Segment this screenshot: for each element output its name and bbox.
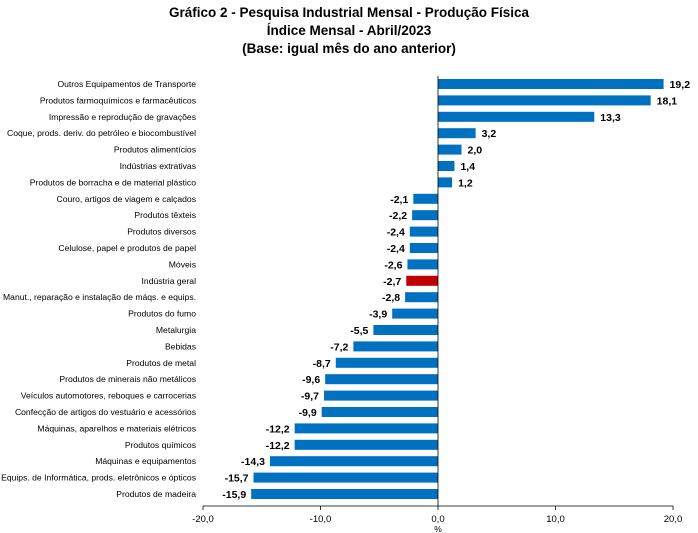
category-label: Produtos de metal	[126, 358, 196, 368]
bar	[438, 128, 476, 139]
bar	[409, 226, 438, 237]
value-label: -8,7	[313, 358, 331, 370]
value-label: -9,7	[301, 391, 319, 403]
value-label: -15,7	[225, 473, 249, 485]
value-label: -2,8	[382, 292, 400, 304]
value-label: -12,2	[266, 440, 290, 452]
category-label: Indústria geral	[142, 276, 197, 286]
value-label: -15,9	[222, 489, 246, 501]
value-label: 2,0	[468, 145, 483, 157]
chart-subtitle-base: (Base: igual mês do ano anterior)	[242, 41, 456, 56]
category-label: Produtos farmoquímicos e farmacêuticos	[40, 95, 196, 105]
category-label: Produtos do fumo	[128, 309, 196, 319]
value-label: -12,2	[266, 423, 290, 435]
category-label: Produtos alimentícios	[114, 145, 196, 155]
bar	[294, 439, 438, 450]
x-tick-label: -20,0	[192, 514, 214, 525]
bar	[438, 144, 462, 155]
bar	[413, 193, 438, 204]
x-tick-label: -10,0	[310, 514, 332, 525]
category-label: Coque, prods. deriv. do petróleo e bioco…	[7, 128, 196, 138]
bar	[392, 308, 438, 319]
category-label: Impressão e reprodução de gravações	[49, 112, 196, 122]
value-label: 13,3	[600, 112, 621, 124]
chart-subtitle: Índice Mensal - Abril/2023	[266, 23, 432, 38]
bar	[438, 161, 455, 171]
bar	[269, 456, 438, 467]
value-label: -2,1	[390, 194, 408, 206]
bar	[438, 79, 664, 89]
bar	[324, 390, 438, 401]
category-label: Produtos de minerais não metálicos	[59, 374, 196, 384]
x-axis: -20,0 -10,0 0,0 10,0 20,0%	[192, 76, 682, 533]
bar	[253, 472, 438, 483]
value-label: -7,2	[330, 341, 348, 353]
x-tick-label: 20,0	[664, 514, 683, 525]
bar	[373, 325, 439, 335]
category-label: Produtos químicos	[125, 440, 196, 450]
bar	[335, 357, 438, 368]
category-label: Outros Equipamentos de Transporte	[57, 79, 196, 89]
category-label: Celulose, papel e produtos de papel	[58, 243, 196, 253]
category-label: Confecção de artigos do vestuário e aces…	[15, 407, 196, 417]
value-label: -3,9	[369, 309, 387, 321]
bar	[294, 423, 438, 434]
bar	[412, 210, 438, 221]
x-tick-label: 0,0	[431, 514, 444, 525]
category-label: Móveis	[169, 259, 196, 269]
category-label: Produtos de borracha e de material plást…	[30, 177, 196, 187]
value-label: -2,2	[389, 210, 407, 222]
bar	[438, 95, 651, 106]
category-label: Produtos têxteis	[134, 210, 196, 220]
chart-titles: Gráfico 2 - Pesquisa Industrial Mensal -…	[0, 4, 698, 58]
value-label: -9,9	[299, 407, 317, 419]
category-label: Couro, artigos de viagem e calçados	[57, 194, 197, 204]
bar	[407, 259, 438, 270]
bar	[325, 374, 438, 385]
x-axis-label: %	[434, 524, 442, 533]
value-label: -9,6	[302, 374, 320, 386]
bar	[438, 111, 595, 122]
chart-title: Gráfico 2 - Pesquisa Industrial Mensal -…	[168, 5, 530, 20]
category-label: Produtos diversos	[127, 227, 196, 237]
value-label: 1,2	[458, 177, 473, 189]
category-label: Metalurgia	[156, 325, 196, 335]
value-label: 19,2	[670, 79, 691, 91]
x-tick-label: 10,0	[546, 514, 565, 525]
category-label: Máquinas e equipamentos	[95, 456, 196, 466]
bar	[409, 243, 438, 253]
bars-layer: Outros Equipamentos de Transporte 19,2 Pro…	[1, 79, 690, 501]
bar	[353, 341, 438, 352]
category-label: Bebidas	[165, 341, 196, 351]
category-label: Indústrias extrativas	[120, 161, 196, 171]
value-label: 1,4	[460, 161, 475, 173]
bar	[251, 489, 438, 499]
value-label: 3,2	[482, 128, 497, 140]
bar	[321, 407, 438, 417]
value-label: -2,4	[387, 243, 405, 255]
bar	[406, 275, 438, 286]
category-label: Manut., reparação e instalação de máqs. …	[3, 292, 196, 302]
value-label: -2,6	[384, 259, 402, 271]
category-label: Produtos de madeira	[116, 489, 196, 499]
category-label: Veículos automotores, reboques e carroce…	[21, 391, 196, 401]
value-label: -14,3	[241, 456, 265, 468]
value-label: -2,7	[383, 276, 401, 288]
value-label: -5,5	[350, 325, 368, 337]
category-label: Máquinas, aparelhos e materiais elétrico…	[37, 423, 196, 433]
value-label: 18,1	[657, 95, 678, 107]
value-label: -2,4	[387, 227, 405, 239]
bar	[438, 177, 453, 188]
category-label: Equips. de Informática, prods. eletrônic…	[1, 473, 196, 483]
bar	[405, 292, 438, 303]
